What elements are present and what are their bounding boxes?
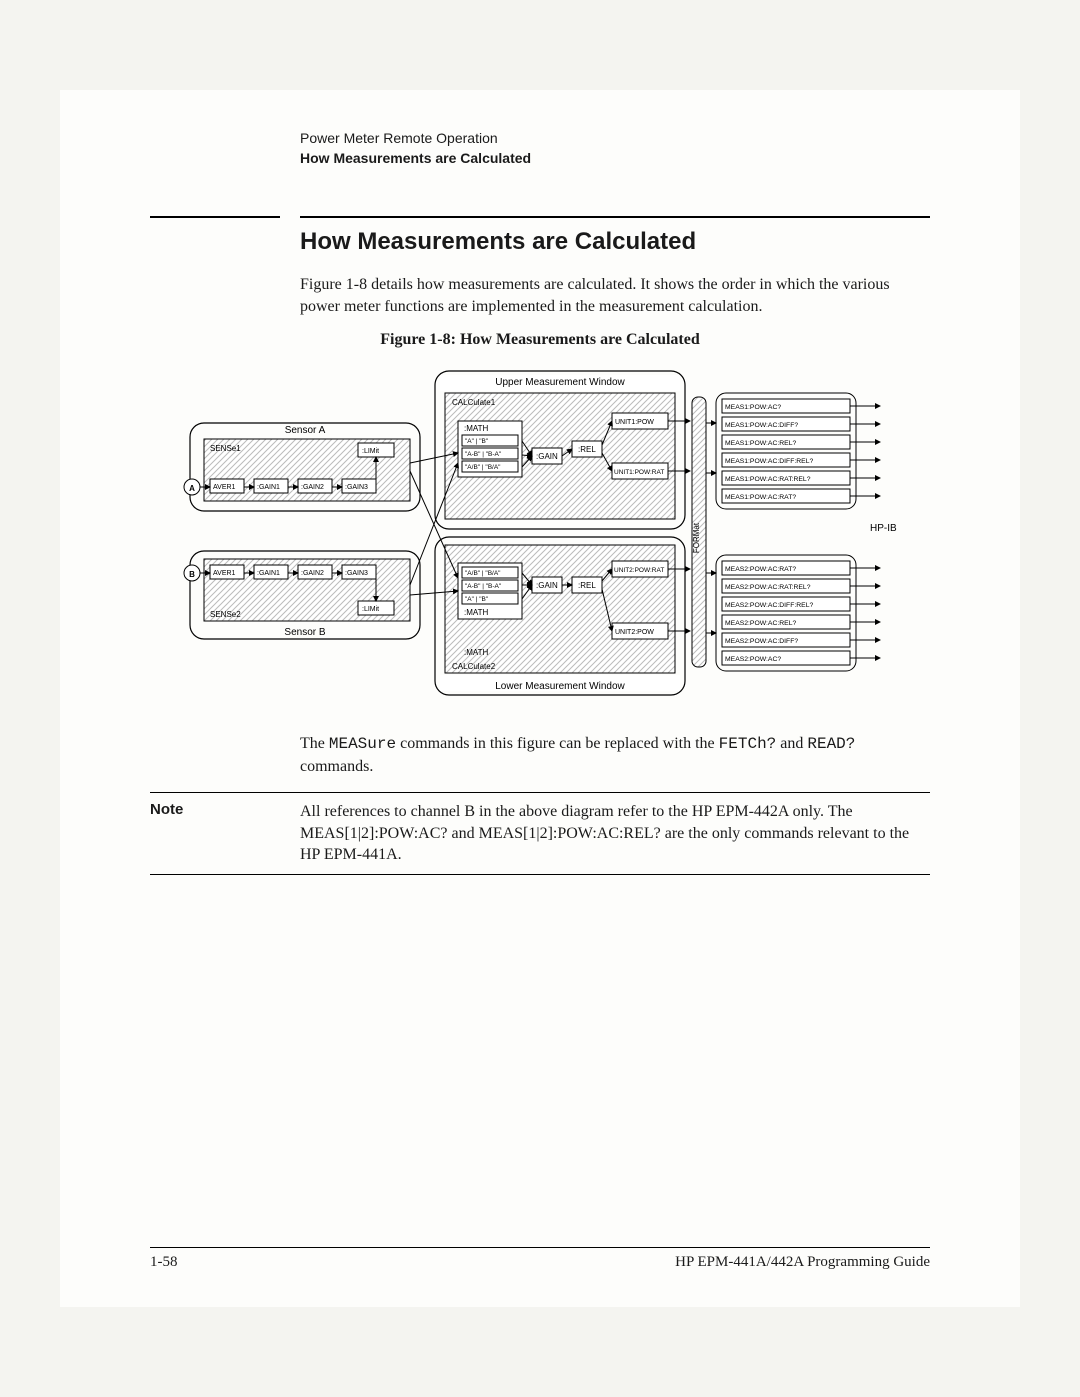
meas-command: MEAS2:POW:AC:RAT? xyxy=(725,566,796,573)
svg-text:"A" | "B": "A" | "B" xyxy=(465,438,489,445)
svg-text:SENSe1: SENSe1 xyxy=(210,444,241,453)
svg-text::MATH: :MATH xyxy=(464,648,489,657)
svg-text::REL: :REL xyxy=(578,581,596,590)
sensor-a-label: Sensor A xyxy=(285,425,326,436)
svg-text::MATH: :MATH xyxy=(464,608,489,617)
page: Power Meter Remote Operation How Measure… xyxy=(60,90,1020,1307)
svg-text:B: B xyxy=(189,570,195,579)
intro-paragraph: Figure 1-8 details how measurements are … xyxy=(300,274,930,317)
upper-window-label: Upper Measurement Window xyxy=(495,377,625,388)
note-label: Note xyxy=(150,801,270,866)
meas-command: MEAS2:POW:AC:DIFF:REL? xyxy=(725,602,813,609)
sensor-b-label: Sensor B xyxy=(284,627,325,638)
svg-text:"A/B" | "B/A": "A/B" | "B/A" xyxy=(465,464,501,471)
meas-command: MEAS2:POW:AC:RAT:REL? xyxy=(725,584,811,591)
svg-text:AVER1: AVER1 xyxy=(213,484,236,491)
svg-text::REL: :REL xyxy=(578,445,596,454)
svg-text::GAIN3: :GAIN3 xyxy=(345,484,368,491)
math-label-top: :MATH xyxy=(464,424,489,433)
svg-text:UNIT1:POW:RAT: UNIT1:POW:RAT xyxy=(614,469,664,476)
meas-command: MEAS1:POW:AC:DIFF:REL? xyxy=(725,458,813,465)
svg-text::GAIN2: :GAIN2 xyxy=(301,484,324,491)
svg-text:UNIT2:POW:RAT: UNIT2:POW:RAT xyxy=(614,567,664,574)
section-rule xyxy=(150,216,930,218)
meas-command: MEAS1:POW:AC:DIFF? xyxy=(725,422,798,429)
svg-text:"A" | "B": "A" | "B" xyxy=(465,596,489,603)
page-number: 1-58 xyxy=(150,1254,178,1271)
meas-command: MEAS1:POW:AC:RAT:REL? xyxy=(725,476,811,483)
svg-text::LIMit: :LIMit xyxy=(362,606,379,613)
meas-command: MEAS2:POW:AC:REL? xyxy=(725,620,796,627)
meas-command: MEAS1:POW:AC:RAT? xyxy=(725,494,796,501)
svg-text::GAIN2: :GAIN2 xyxy=(301,570,324,577)
svg-text::LIMit: :LIMit xyxy=(362,448,379,455)
note-body: All references to channel B in the above… xyxy=(300,801,930,866)
meas-command: MEAS1:POW:AC:REL? xyxy=(725,440,796,447)
post-paragraph: The MEASure commands in this figure can … xyxy=(300,733,930,778)
note-block: Note All references to channel B in the … xyxy=(150,792,930,875)
page-footer: 1-58 HP EPM-441A/442A Programming Guide xyxy=(150,1247,930,1271)
hpib-label: HP-IB xyxy=(870,523,897,534)
calc1-label: CALCulate1 xyxy=(452,398,496,407)
svg-text::GAIN3: :GAIN3 xyxy=(345,570,368,577)
svg-text::GAIN1: :GAIN1 xyxy=(257,484,280,491)
svg-text::GAIN: :GAIN xyxy=(536,581,558,590)
svg-text:SENSe2: SENSe2 xyxy=(210,610,241,619)
section-heading: How Measurements are Calculated xyxy=(300,228,930,256)
calc2-label: CALCulate2 xyxy=(452,662,496,671)
svg-text:AVER1: AVER1 xyxy=(213,570,236,577)
svg-text::GAIN1: :GAIN1 xyxy=(257,570,280,577)
figure-caption: Figure 1-8: How Measurements are Calcula… xyxy=(150,331,930,349)
format-label: FORMat xyxy=(692,522,701,553)
svg-text:UNIT2:POW: UNIT2:POW xyxy=(615,629,654,636)
svg-text:A: A xyxy=(189,484,195,493)
meas-command: MEAS1:POW:AC? xyxy=(725,404,781,411)
svg-text:"A/B" | "B/A": "A/B" | "B/A" xyxy=(465,570,501,577)
svg-text:"A-B" | "B-A": "A-B" | "B-A" xyxy=(465,451,502,458)
lower-window-label: Lower Measurement Window xyxy=(495,681,625,692)
guide-title: HP EPM-441A/442A Programming Guide xyxy=(675,1254,930,1271)
svg-text:UNIT1:POW: UNIT1:POW xyxy=(615,419,654,426)
running-header-line1: Power Meter Remote Operation xyxy=(300,130,930,146)
meas-command: MEAS2:POW:AC? xyxy=(725,656,781,663)
svg-text:"A-B" | "B-A": "A-B" | "B-A" xyxy=(465,583,502,590)
meas-command: MEAS2:POW:AC:DIFF? xyxy=(725,638,798,645)
running-header-line2: How Measurements are Calculated xyxy=(300,150,930,166)
figure-diagram: Upper Measurement Window CALCulate1 :MAT… xyxy=(180,363,900,703)
svg-text::GAIN: :GAIN xyxy=(536,452,558,461)
